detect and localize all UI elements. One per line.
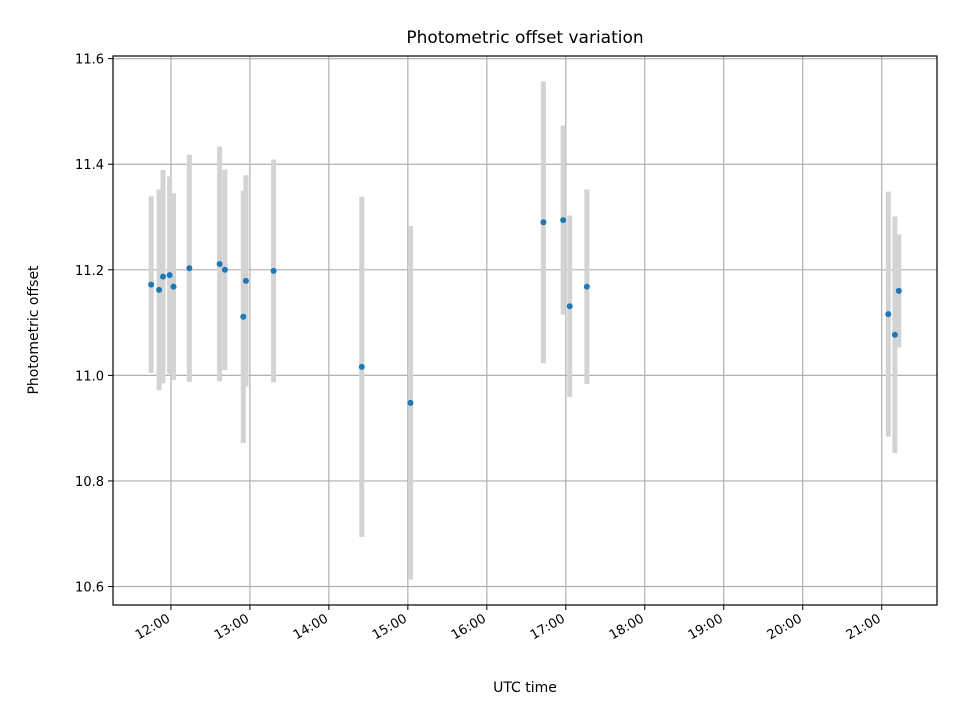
- grid: [113, 56, 937, 605]
- data-point: [186, 265, 193, 272]
- data-point: [891, 331, 898, 338]
- data-point: [895, 287, 902, 294]
- data-point: [566, 303, 573, 310]
- chart-title: Photometric offset variation: [406, 28, 643, 48]
- data-point: [358, 363, 365, 370]
- data-point: [166, 272, 173, 279]
- y-tick-label: 11.6: [75, 53, 104, 68]
- data-point: [160, 273, 167, 280]
- y-tick-label: 11.4: [75, 158, 104, 173]
- data-point: [540, 219, 547, 226]
- x-axis-title: UTC time: [493, 680, 557, 696]
- data-point: [170, 283, 177, 290]
- plot-frame: [112, 55, 938, 606]
- data-points: [148, 217, 902, 406]
- data-point: [242, 277, 249, 284]
- data-point: [221, 266, 228, 273]
- y-axis-ticks: 10.6 10.8 11.0 11.2 11.4 11.6: [75, 53, 113, 596]
- data-point: [148, 281, 155, 288]
- y-tick-label: 10.6: [75, 581, 104, 596]
- data-point: [156, 286, 163, 293]
- data-point: [216, 260, 223, 267]
- data-point: [885, 311, 892, 318]
- y-axis-title: Photometric offset: [26, 265, 42, 395]
- y-tick-label: 10.8: [75, 475, 104, 490]
- data-point: [407, 399, 414, 406]
- data-point: [270, 267, 277, 274]
- data-point: [240, 313, 247, 320]
- data-point: [583, 283, 590, 290]
- y-tick-label: 11.2: [75, 264, 104, 279]
- y-tick-label: 11.0: [75, 369, 104, 384]
- data-point: [560, 217, 567, 224]
